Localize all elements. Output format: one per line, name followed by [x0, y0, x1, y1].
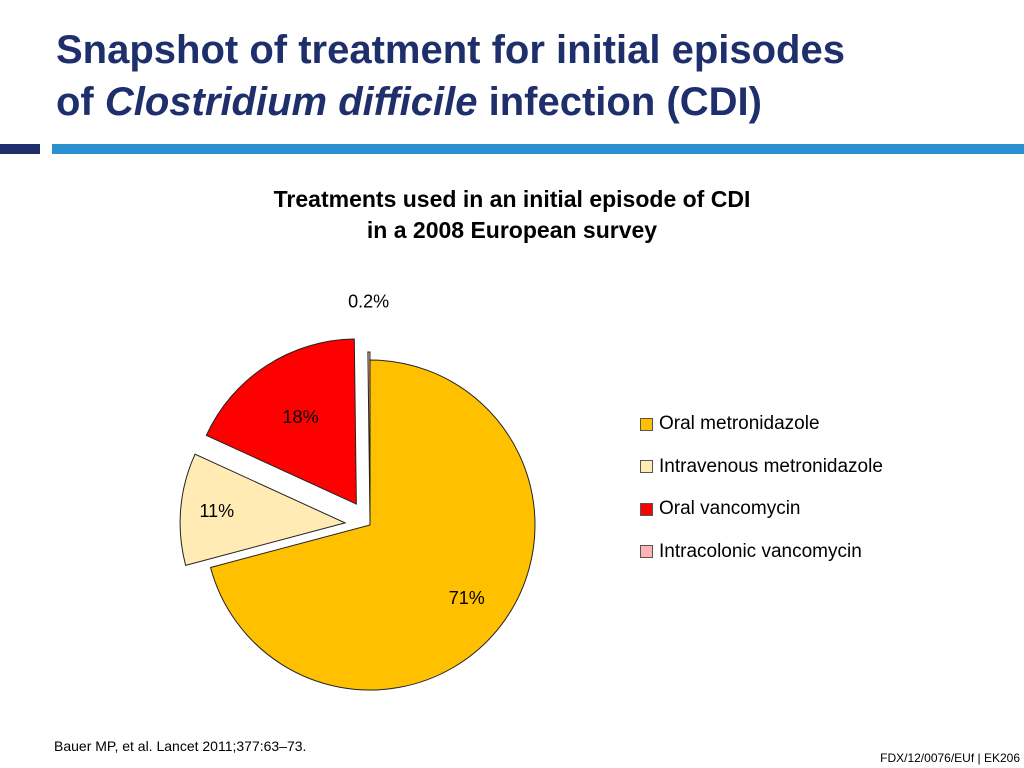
pie-data-label-2: 18%: [283, 407, 319, 427]
legend-label-0: Oral metronidazole: [659, 413, 820, 435]
legend-item-1: Intravenous metronidazole: [640, 446, 883, 489]
pie-slice-0: [209, 359, 536, 691]
slide-title-line1: Snapshot of treatment for initial episod…: [56, 28, 845, 72]
slide-title-italic: Clostridium difficile: [104, 80, 478, 124]
pie-data-label-1: 11%: [199, 501, 234, 521]
slide-title-prefix: of: [56, 80, 105, 124]
pie-slice-1: [179, 453, 347, 566]
legend-item-2: Oral vancomycin: [640, 488, 883, 531]
legend-item-3: Intracolonic vancomycin: [640, 531, 883, 574]
legend-swatch-2: [640, 502, 653, 516]
title-rule-short: [0, 144, 40, 154]
pie-data-label-3: 0.2%: [348, 291, 389, 311]
pie-slice-2: [205, 338, 357, 505]
legend-label-1: Intravenous metronidazole: [659, 455, 883, 477]
legend-label-3: Intracolonic vancomycin: [659, 540, 862, 562]
chart-title-line2: in a 2008 European survey: [366, 217, 658, 243]
slide-title: Snapshot of treatment for initial episod…: [56, 24, 996, 128]
slide-title-suffix: infection (CDI): [477, 80, 762, 124]
legend-swatch-1: [640, 460, 653, 474]
chart-title-line1: Treatments used in an initial episode of…: [273, 186, 751, 212]
document-code: FDX/12/0076/EUf | EK206: [880, 751, 1020, 765]
legend-swatch-0: [640, 417, 653, 431]
legend-label-2: Oral vancomycin: [659, 498, 801, 520]
pie-slice-3: [367, 351, 371, 518]
legend-item-0: Oral metronidazole: [640, 403, 883, 446]
footnote-citation: Bauer MP, et al. Lancet 2011;377:63–73.: [54, 738, 307, 754]
legend-swatch-3: [640, 545, 653, 559]
chart-title: Treatments used in an initial episode of…: [0, 184, 1024, 246]
title-rule-long: [52, 144, 1024, 154]
chart-legend: Oral metronidazole Intravenous metronidaz…: [640, 403, 883, 573]
pie-data-label-0: 71%: [449, 588, 485, 608]
